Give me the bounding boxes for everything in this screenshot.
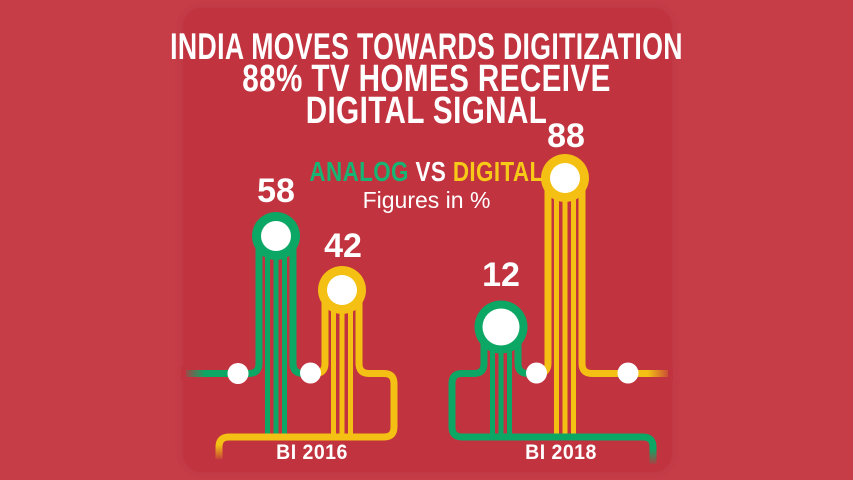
digital-node-2016: [318, 266, 366, 314]
title-line-3: DIGITAL SIGNAL: [305, 90, 548, 132]
analog-node-2016: [252, 212, 300, 260]
value-label-analog-2018: 12: [482, 256, 520, 294]
wire-fade: [211, 445, 227, 461]
wire-fade: [648, 366, 673, 381]
wire-fade: [645, 449, 661, 466]
figures-unit-note: Figures in %: [362, 187, 491, 213]
value-label-digital-2018: 88: [547, 117, 585, 155]
title-line-2: 88% TV HOMES RECEIVE: [242, 58, 611, 100]
title-line-1: INDIA MOVES TOWARDS DIGITIZATION: [170, 26, 683, 67]
digital-node-2018: [541, 154, 589, 202]
legend: ANALOG VS DIGITAL: [85, 156, 767, 188]
legend-vs-label: VS: [415, 156, 447, 187]
value-label-analog-2016: 58: [257, 172, 295, 210]
connector-dot: [526, 362, 547, 384]
connector-dot: [617, 362, 639, 384]
analog-cable-2016: [186, 240, 310, 434]
value-label-digital-2016: 42: [324, 227, 362, 265]
category-label-2018: BI 2018: [525, 441, 597, 464]
wire-fade: [181, 366, 205, 381]
legend-digital-label: DIGITAL: [452, 156, 544, 187]
category-label-2016: BI 2016: [276, 441, 348, 464]
connector-dot: [227, 363, 249, 384]
analog-node-2018: [474, 300, 528, 354]
digital-cable-2018: [537, 185, 668, 434]
connector-dot: [300, 362, 321, 384]
legend-analog-label: ANALOG: [309, 156, 409, 187]
